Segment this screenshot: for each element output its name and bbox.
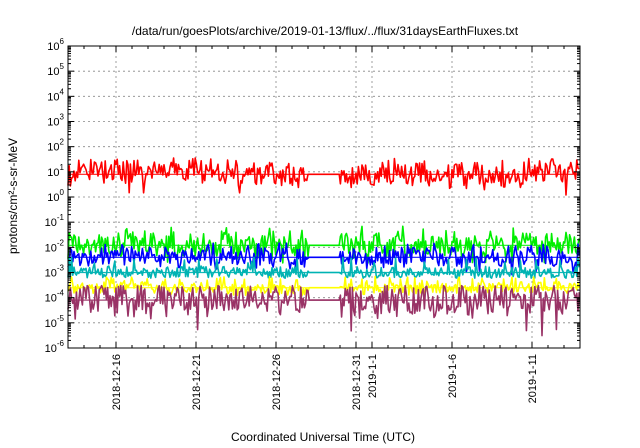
- x-tick-label: 2018-12-26: [271, 354, 283, 410]
- x-tick-label: 2019-1-6: [447, 354, 459, 398]
- y-tick-label: 10-5: [45, 314, 65, 330]
- grid-lines: [68, 46, 580, 348]
- y-tick-label: 10-6: [45, 339, 65, 355]
- y-tick-label: 104: [47, 87, 64, 103]
- y-tick-label: 10-3: [45, 264, 65, 280]
- y-tick-label: 103: [47, 113, 64, 129]
- series-line-6: [67, 284, 580, 337]
- y-tick-label: 10-2: [45, 238, 65, 254]
- x-tick-label: 2018-12-31: [351, 354, 363, 410]
- y-tick-label: 10-1: [45, 213, 65, 229]
- x-tick-label: 2018-12-21: [191, 354, 203, 410]
- series-line-1: [67, 157, 580, 196]
- y-tick-label: 101: [47, 163, 64, 179]
- y-axis-label: protons/cm²-s-sr-MeV: [6, 138, 20, 254]
- x-tick-label: 2019-1-1: [367, 354, 379, 398]
- y-axis-ticks: 10-6 10-5 10-4 10-3 10-2 10-1 100 101 102 103 104 1…: [45, 37, 580, 355]
- y-tick-label: 10-4: [45, 289, 65, 305]
- y-tick-label: 102: [47, 138, 64, 154]
- x-tick-label: 2018-12-16: [111, 354, 123, 410]
- chart-title: /data/run/goesPlots/archive/2019-01-13/f…: [132, 24, 519, 38]
- x-tick-label: 2019-1-11: [527, 354, 539, 403]
- x-axis-label: Coordinated Universal Time (UTC): [231, 430, 415, 444]
- series-layer: [67, 157, 580, 337]
- y-tick-label: 105: [47, 62, 64, 78]
- y-tick-label: 100: [47, 188, 64, 204]
- y-tick-label: 106: [47, 37, 64, 53]
- x-axis-ticks: 2018-12-16 2018-12-21 2018-12-26 2018-12-31…: [67, 46, 581, 410]
